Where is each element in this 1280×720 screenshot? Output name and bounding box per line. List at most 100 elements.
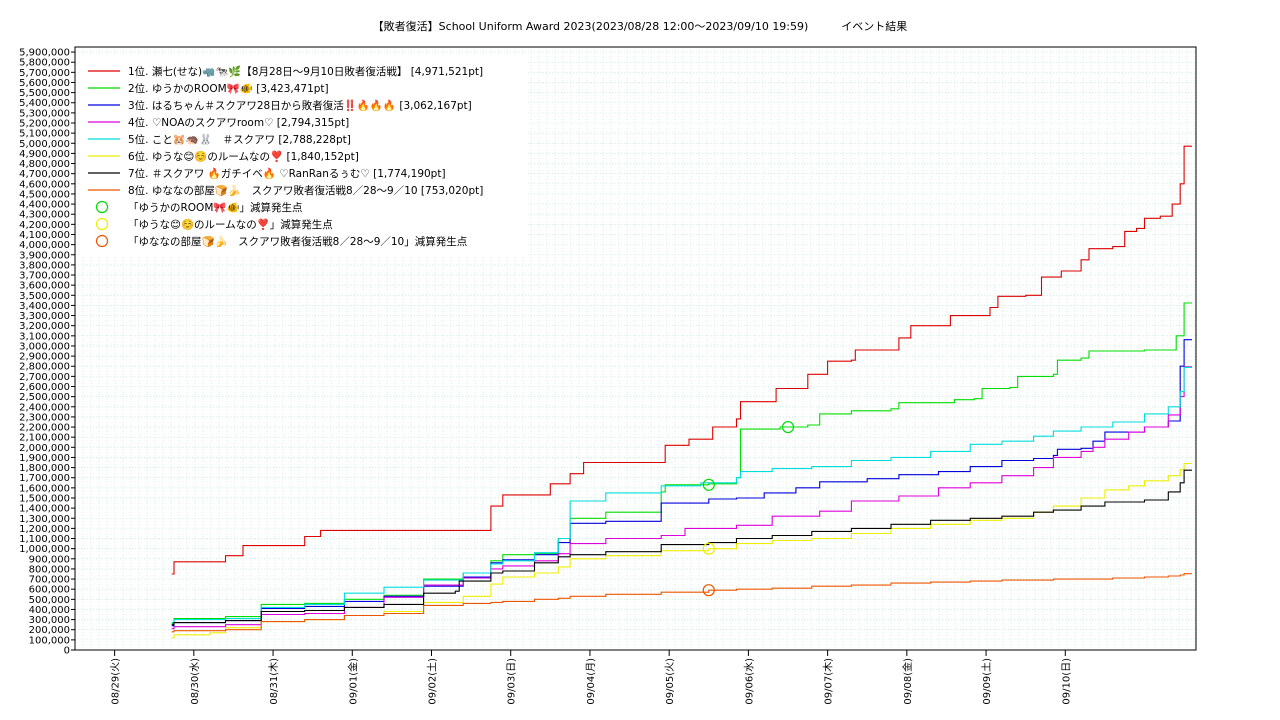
y-tick-label: 2,600,000 <box>19 382 70 393</box>
y-tick-label: 100,000 <box>29 635 70 646</box>
y-tick-label: 5,400,000 <box>19 98 70 109</box>
legend-label: 「ゆななの部屋🍞🍌 スクアワ敗者復活戦8／28〜9／10」減算発生点 <box>128 235 467 248</box>
plot-frame <box>74 46 1197 651</box>
y-tick-label: 4,100,000 <box>19 230 70 241</box>
y-tick-label: 3,900,000 <box>19 250 70 261</box>
y-tick-label: 4,300,000 <box>19 210 70 221</box>
y-tick-label: 4,800,000 <box>19 159 70 170</box>
y-tick-label: 5,500,000 <box>19 88 70 99</box>
y-tick-label: 2,500,000 <box>19 392 70 403</box>
series-line <box>171 366 1192 624</box>
y-tick-label: 2,100,000 <box>19 433 70 444</box>
y-tick-label: 5,800,000 <box>19 58 70 69</box>
y-tick-label: 1,700,000 <box>19 473 70 484</box>
y-tick-label: 5,200,000 <box>19 119 70 130</box>
chart-title: 【敗者復活】School Uniform Award 2023(2023/08/… <box>372 20 908 33</box>
series-line <box>171 462 1192 639</box>
y-tick-label: 3,100,000 <box>19 331 70 342</box>
y-tick-label: 1,100,000 <box>19 534 70 545</box>
legend-label: 「ゆうかのROOM🎀🐠」減算発生点 <box>128 201 303 214</box>
y-tick-label: 5,100,000 <box>19 129 70 140</box>
legend-label: 8位. ゆななの部屋🍞🍌 スクアワ敗者復活戦8／28〜9／10 [753,020… <box>128 184 483 197</box>
y-tick-label: 3,300,000 <box>19 311 70 322</box>
y-tick-label: 3,700,000 <box>19 271 70 282</box>
x-tick-label: 09/04(月) <box>585 658 597 705</box>
y-tick-label: 0 <box>64 646 70 657</box>
y-tick-label: 3,800,000 <box>19 260 70 271</box>
legend: 1位. 瀬七(せな)🦏🐄🌿【8月28日〜9月10日敗者復活戦】 [4,971,5… <box>88 65 483 248</box>
y-tick-label: 1,600,000 <box>19 483 70 494</box>
y-tick-label: 900,000 <box>29 554 70 565</box>
y-tick-label: 3,600,000 <box>19 281 70 292</box>
x-tick-label: 09/02(土) <box>426 658 439 705</box>
y-tick-label: 2,700,000 <box>19 372 70 383</box>
legend-label: 「ゆうな😊☺️のルームなの❣️」減算発生点 <box>128 218 333 231</box>
y-tick-label: 4,200,000 <box>19 220 70 231</box>
series-lines <box>171 145 1192 639</box>
series-line <box>171 366 1192 630</box>
y-tick-label: 5,700,000 <box>19 68 70 79</box>
y-tick-label: 800,000 <box>29 564 70 575</box>
series-line <box>171 339 1192 627</box>
y-tick-label: 1,400,000 <box>19 504 70 515</box>
y-tick-label: 1,800,000 <box>19 463 70 474</box>
x-tick-label: 09/07(木) <box>823 658 835 705</box>
y-tick-label: 500,000 <box>29 595 70 606</box>
markers <box>702 420 795 597</box>
y-tick-label: 400,000 <box>29 605 70 616</box>
legend-label: 3位. はるちゃん＃スクアワ28日から敗者復活‼️🔥🔥🔥 [3,062,167p… <box>128 99 472 112</box>
y-tick-label: 1,900,000 <box>19 453 70 464</box>
y-tick-label: 700,000 <box>29 575 70 586</box>
y-tick-label: 5,900,000 <box>19 48 70 59</box>
x-axis: 08/29(火) 08/30(水) 08/31(木) 09/01(金) 09/02(土)… <box>110 650 1072 705</box>
reduction-marker <box>702 478 715 491</box>
legend-label: 4位. ♡NOAのスクアワroom♡ [2,794,315pt] <box>128 116 349 129</box>
y-tick-label: 2,400,000 <box>19 402 70 413</box>
legend-label: 6位. ゆうな😊☺️のルームなの❣️ [1,840,152pt] <box>128 150 359 163</box>
x-tick-label: 09/10(日) <box>1061 658 1072 705</box>
y-tick-label: 4,600,000 <box>19 179 70 190</box>
reduction-marker <box>781 420 795 434</box>
y-tick-label: 1,000,000 <box>19 544 70 555</box>
legend-marker <box>95 217 109 231</box>
legend-label: 1位. 瀬七(せな)🦏🐄🌿【8月28日〜9月10日敗者復活戦】 [4,971,5… <box>128 65 483 78</box>
y-tick-label: 5,600,000 <box>19 78 70 89</box>
x-tick-label: 09/09(土) <box>980 658 993 705</box>
x-tick-label: 09/03(日) <box>507 658 518 705</box>
reduction-marker <box>702 584 715 597</box>
legend-marker <box>95 200 109 214</box>
y-tick-label: 3,200,000 <box>19 321 70 332</box>
legend-label: 5位. こと🐹🦔🐰 ＃スクアワ [2,788,228pt] <box>128 133 351 146</box>
y-tick-label: 4,900,000 <box>19 149 70 160</box>
y-tick-label: 2,300,000 <box>19 412 70 423</box>
y-tick-label: 1,500,000 <box>19 493 70 504</box>
y-tick-label: 4,000,000 <box>19 240 70 251</box>
y-tick-label: 5,000,000 <box>19 139 70 150</box>
reduction-marker <box>702 542 715 555</box>
series-line <box>171 573 1192 633</box>
x-tick-label: 09/06(水) <box>743 658 755 705</box>
legend-marker <box>95 234 109 248</box>
series-line <box>171 469 1192 626</box>
x-tick-label: 09/05(火) <box>664 658 676 705</box>
x-tick-label: 09/01(金) <box>346 658 359 705</box>
y-tick-label: 2,000,000 <box>19 443 70 454</box>
y-tick-label: 200,000 <box>29 625 70 636</box>
y-tick-label: 600,000 <box>29 585 70 596</box>
y-tick-label: 3,400,000 <box>19 301 70 312</box>
x-tick-label: 08/29(火) <box>110 658 122 705</box>
y-tick-label: 1,200,000 <box>19 524 70 535</box>
y-tick-label: 3,500,000 <box>19 291 70 302</box>
x-tick-label: 08/30(水) <box>189 658 201 705</box>
y-tick-label: 5,300,000 <box>19 108 70 119</box>
y-tick-label: 4,500,000 <box>19 189 70 200</box>
y-tick-label: 4,400,000 <box>19 200 70 211</box>
y-axis: 0100,000200,000300,000400,000500,000600,… <box>19 48 75 657</box>
y-tick-label: 1,300,000 <box>19 514 70 525</box>
legend-label: 2位. ゆうかのROOM🎀🐠 [3,423,471pt] <box>128 82 329 95</box>
y-tick-label: 300,000 <box>29 615 70 626</box>
y-tick-label: 4,700,000 <box>19 169 70 180</box>
x-tick-label: 09/08(金) <box>901 658 914 705</box>
legend-label: 7位. ＃スクアワ 🔥ガチイベ🔥 ♡RanRanるぅむ♡ [1,774,190p… <box>128 167 446 180</box>
